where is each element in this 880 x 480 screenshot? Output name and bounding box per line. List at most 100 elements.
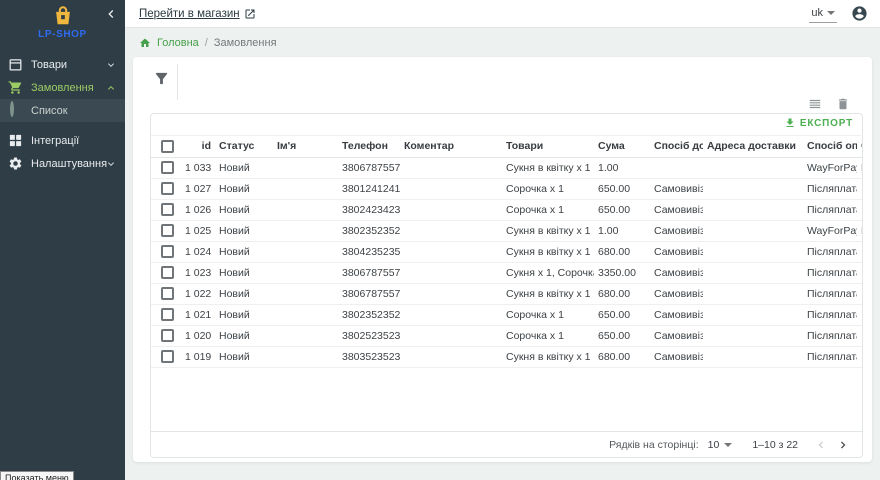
row-checkbox[interactable] [161, 266, 174, 279]
cell-phone: 380678755765 [338, 157, 400, 179]
column-header-comment[interactable]: Коментар [400, 136, 502, 158]
chevron-down-icon [108, 161, 114, 166]
dot-icon [8, 101, 23, 118]
next-page-icon[interactable] [836, 438, 850, 452]
row-checkbox[interactable] [161, 203, 174, 216]
sidebar-item-products[interactable]: Товари [0, 53, 125, 76]
cell-id: 1 024 [181, 241, 215, 263]
cell-name [273, 178, 338, 200]
cell-address [703, 283, 803, 305]
language-select[interactable]: uk [809, 5, 837, 23]
column-header-pay_status[interactable]: С [857, 136, 862, 158]
sidebar-item-label: Інтеграції [31, 134, 80, 147]
trash-icon[interactable] [836, 97, 850, 111]
row-checkbox[interactable] [161, 329, 174, 342]
sidebar-item-orders-list[interactable]: Список [0, 99, 125, 122]
cell-delivery: Самовивіз [650, 283, 703, 305]
export-label: ЕКСПОРТ [799, 117, 853, 129]
sidebar-collapse-icon[interactable] [103, 6, 119, 22]
column-header-payment[interactable]: Спосіб оп… [803, 136, 857, 158]
column-header-sum[interactable]: Сума [594, 136, 650, 158]
rows-per-page-select[interactable]: 10 [708, 439, 733, 451]
cell-products: Сукня в квітку х 1 [502, 241, 594, 263]
cell-phone: 380678755722 [338, 262, 400, 284]
cell-status: Новий [215, 304, 273, 326]
cell-phone: 380352352353 [338, 346, 400, 368]
cell-comment [400, 241, 502, 263]
filter-icon[interactable] [153, 70, 170, 87]
row-checkbox-cell [151, 325, 181, 347]
column-header-products[interactable]: Товари [502, 136, 594, 158]
row-checkbox[interactable] [161, 161, 174, 174]
column-header-delivery[interactable]: Спосіб до… [650, 136, 703, 158]
cell-sum: 1.00 [594, 157, 650, 179]
row-checkbox[interactable] [161, 308, 174, 321]
row-checkbox-cell [151, 241, 181, 263]
cell-phone: 380423523523 [338, 241, 400, 263]
cell-id: 1 021 [181, 304, 215, 326]
cell-comment [400, 199, 502, 221]
cell-status: Новий [215, 157, 273, 179]
sidebar: LP-SHOP Товари Замовлення С [0, 0, 125, 480]
cell-payment: WayForPay [803, 220, 857, 242]
sidebar-item-label: Замовлення [31, 81, 94, 94]
cell-address [703, 262, 803, 284]
account-icon[interactable] [851, 5, 868, 22]
cell-id: 1 023 [181, 262, 215, 284]
gear-icon [9, 157, 22, 170]
column-header-address[interactable]: Адреса доставки [703, 136, 803, 158]
breadcrumb-home[interactable]: Головна [157, 37, 199, 49]
table-body: 1 033Новий380678755765Сукня в квітку х 1… [151, 157, 862, 368]
cell-id: 1 027 [181, 178, 215, 200]
cell-id: 1 022 [181, 283, 215, 305]
column-header-status[interactable]: Статус [215, 136, 273, 158]
external-link-icon [245, 9, 255, 18]
cell-name [273, 220, 338, 242]
view-list-icon[interactable] [808, 97, 822, 111]
select-all-checkbox[interactable] [161, 139, 174, 153]
row-checkbox[interactable] [161, 245, 174, 258]
sidebar-item-settings[interactable]: Налаштування [0, 152, 125, 175]
row-checkbox-cell [151, 346, 181, 368]
store-link[interactable]: Перейти в магазин [139, 8, 256, 20]
cell-status: Новий [215, 283, 273, 305]
caret-down-icon [724, 442, 733, 447]
column-header-phone[interactable]: Телефон [338, 136, 400, 158]
sidebar-item-integrations[interactable]: Інтеграції [0, 129, 125, 152]
chevron-up-icon [108, 85, 114, 90]
cell-delivery: Самовивіз [650, 178, 703, 200]
cell-comment [400, 262, 502, 284]
cell-payment: Післяплата [803, 199, 857, 221]
cell-id: 1 025 [181, 220, 215, 242]
row-checkbox[interactable] [161, 350, 174, 363]
row-checkbox[interactable] [161, 287, 174, 300]
cell-pay_status [857, 199, 862, 221]
export-bar: ЕКСПОРТ [151, 114, 861, 136]
sidebar-item-orders[interactable]: Замовлення [0, 76, 125, 99]
cell-name [273, 325, 338, 347]
breadcrumb-current: Замовлення [213, 37, 277, 49]
cell-status: Новий [215, 220, 273, 242]
cell-delivery [650, 157, 703, 179]
prev-page-icon[interactable] [814, 438, 828, 452]
row-checkbox[interactable] [161, 182, 174, 195]
export-button[interactable]: ЕКСПОРТ [784, 117, 853, 129]
column-header-name[interactable]: Ім'я [273, 136, 338, 158]
cell-pay_status [857, 283, 862, 305]
column-header-id[interactable]: id [181, 136, 215, 158]
cell-pay_status: П [857, 220, 862, 242]
row-checkbox[interactable] [161, 224, 174, 237]
cell-pay_status [857, 325, 862, 347]
cell-products: Сукня х 1, Сорочка х 4 [502, 262, 594, 284]
cell-address [703, 346, 803, 368]
